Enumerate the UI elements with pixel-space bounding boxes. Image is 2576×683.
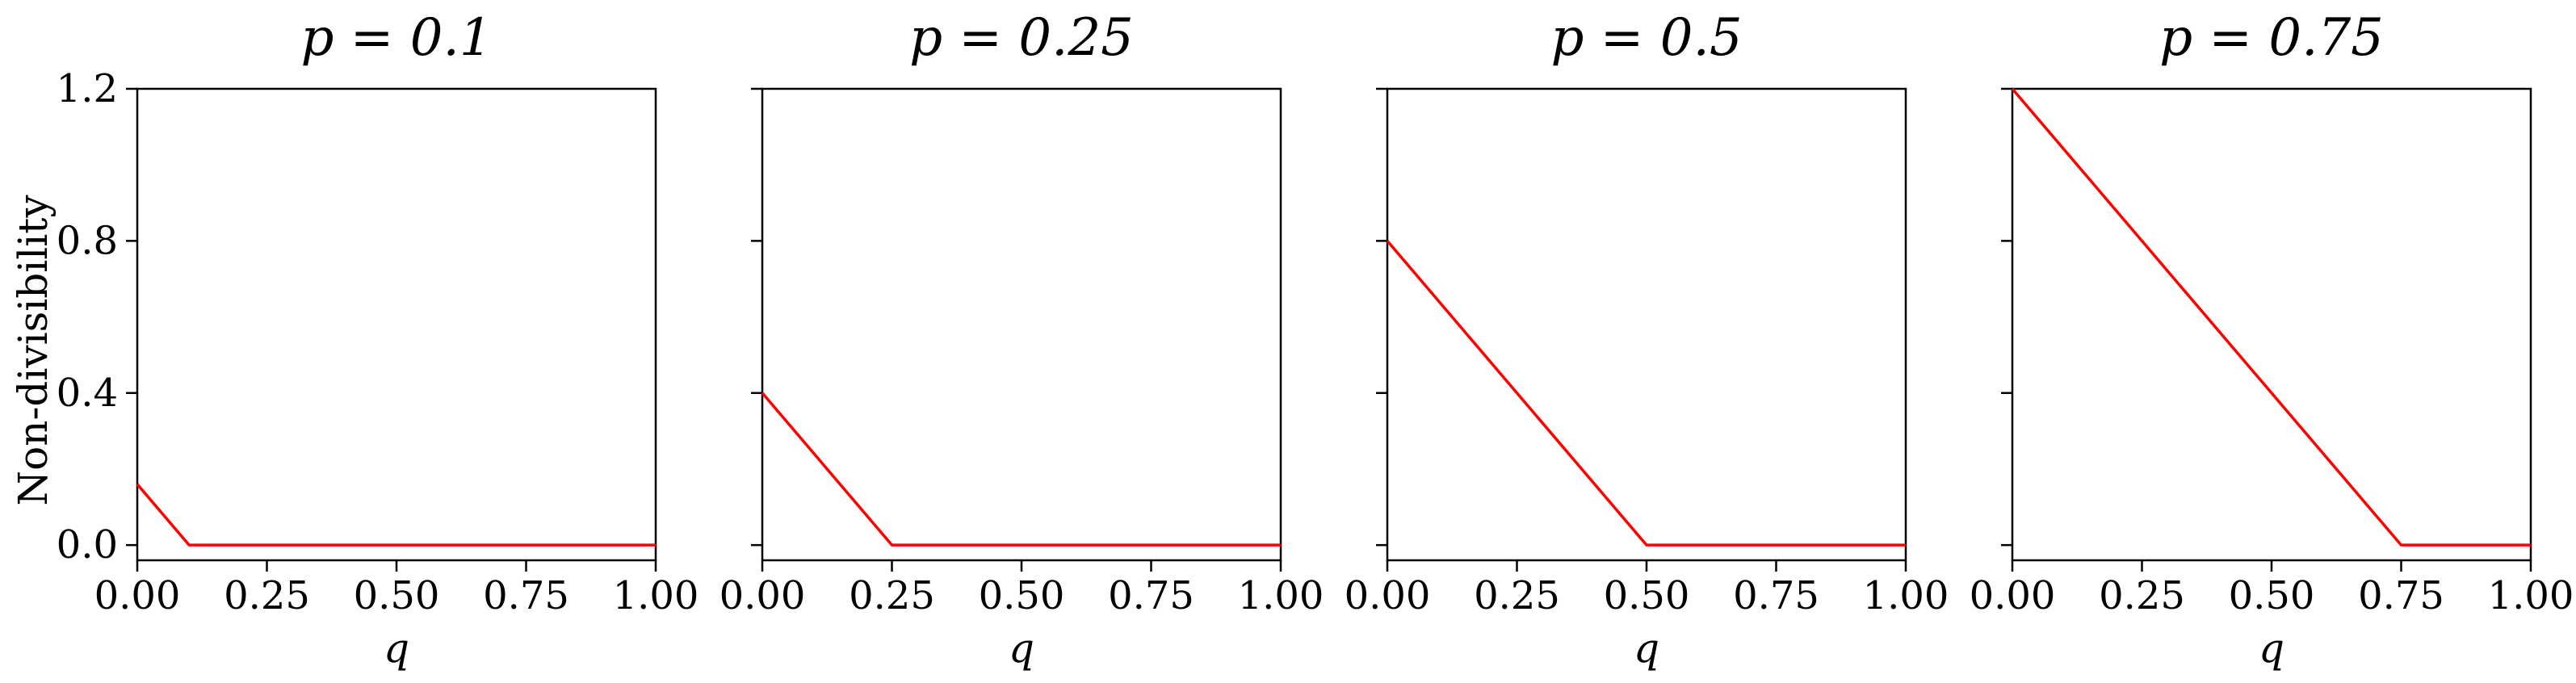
x-tick-label: 0.50 [354, 573, 440, 618]
x-tick-label: 0.75 [1733, 573, 1819, 618]
panel-title: p = 0.75 [2159, 8, 2384, 68]
x-axis-label: q [1634, 625, 1659, 672]
panel-title: p = 0.25 [909, 8, 1134, 68]
panel-3: p = 0.5 0.00 0.25 0.50 0.75 1.00 q [1345, 8, 1949, 672]
panel-4: p = 0.75 0.00 0.25 0.50 0.75 1.00 q [1970, 8, 2574, 672]
x-tick-label: 0.25 [1474, 573, 1560, 618]
axes-frame [2011, 87, 2532, 562]
x-axis-label: q [384, 625, 409, 672]
x-tick-label: 0.00 [94, 573, 181, 618]
y-tick-label: 0.0 [57, 522, 118, 568]
x-tick-label: 0.50 [979, 573, 1065, 618]
panel-1: p = 0.1 0.00 0.25 0.50 0.75 1.00 q 0.0 0.4 0.8 1.2 [57, 8, 699, 672]
series-line [1386, 240, 1906, 547]
x-tick-label: 1.00 [1863, 573, 1949, 618]
x-tick-label: 0.00 [1345, 573, 1431, 618]
series-line [136, 483, 656, 547]
series-line [2011, 87, 2531, 547]
y-tick-label: 1.2 [57, 66, 118, 111]
x-tick-label: 0.00 [720, 573, 806, 618]
x-tick-label: 0.75 [483, 573, 569, 618]
x-axis-label: q [1009, 625, 1034, 672]
panel-title: p = 0.5 [1550, 8, 1742, 68]
x-tick-label: 1.00 [2488, 573, 2574, 618]
x-tick-label: 0.00 [1970, 573, 2056, 618]
x-tick-label: 0.50 [1604, 573, 1690, 618]
panel-2: p = 0.25 0.00 0.25 0.50 0.75 1.00 q [720, 8, 1324, 672]
axes-frame [761, 87, 1282, 562]
x-tick-label: 1.00 [1238, 573, 1324, 618]
y-tick-label: 0.8 [57, 218, 118, 263]
x-tick-label: 0.25 [2099, 573, 2185, 618]
x-tick-label: 0.75 [1108, 573, 1194, 618]
series-line [761, 392, 1281, 547]
x-axis-label: q [2259, 625, 2284, 672]
x-tick-label: 0.50 [2229, 573, 2315, 618]
panel-title: p = 0.1 [300, 8, 492, 68]
x-tick-label: 0.25 [849, 573, 935, 618]
y-axis-label: Non-divisibility [10, 195, 57, 506]
x-tick-label: 0.25 [224, 573, 310, 618]
x-tick-label: 0.75 [2358, 573, 2444, 618]
y-tick-label: 0.4 [57, 371, 118, 416]
axes-frame [136, 87, 657, 562]
axes-frame [1386, 87, 1907, 562]
x-tick-label: 1.00 [613, 573, 699, 618]
